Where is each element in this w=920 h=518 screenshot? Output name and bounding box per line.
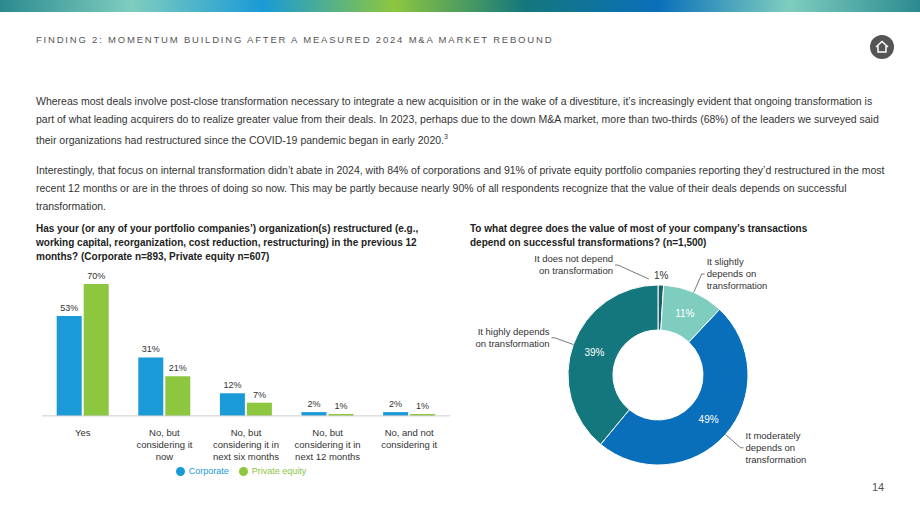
svg-text:1%: 1% [654,270,669,281]
svg-text:1%: 1% [334,401,347,411]
html-text:To what degree does the value: To what degree does the value of most of… [470,223,808,248]
html-text:14: 14 [872,481,885,493]
svg-text:It highly dependson transforma: It highly dependson transformation [476,326,550,349]
svg-text:Yes: Yes [75,427,91,438]
svg-text:It slightlydepends ontransform: It slightlydepends ontransformation [707,256,768,291]
svg-text:No, butconsidering itnow: No, butconsidering itnow [136,427,192,462]
svg-text:39%: 39% [584,347,604,358]
svg-text:12%: 12% [223,380,241,390]
svg-text:No, butconsidering it innext s: No, butconsidering it innext six months [213,427,279,462]
svg-text:1%: 1% [416,401,429,411]
svg-text:It moderatelydepends ontransfo: It moderatelydepends ontransformation [746,430,807,465]
svg-text:49%: 49% [699,414,719,425]
html-text:Corporate: Corporate [188,465,229,476]
svg-text:2%: 2% [307,399,320,409]
html-text:FINDING 2: MOMENTUM BUILDING A: FINDING 2: MOMENTUM BUILDING AFTER A MEA… [36,34,554,45]
html-text:Has your (or any of your portf: Has your (or any of your portfolio compa… [36,223,419,262]
svg-text:No, butconsidering it innext 1: No, butconsidering it innext 12 months [295,427,361,462]
svg-text:7%: 7% [253,390,266,400]
svg-text:2%: 2% [389,399,402,409]
svg-text:It does not dependon transform: It does not dependon transformation [534,253,613,276]
svg-text:53%: 53% [60,303,78,313]
svg-text:21%: 21% [169,363,187,373]
svg-text:11%: 11% [675,308,694,319]
html-text:Private equity: Private equity [251,465,307,476]
html-text:Interestingly, that focus on i: Interestingly, that focus on internal tr… [36,163,885,212]
svg-text:70%: 70% [87,271,105,281]
svg-text:No, and notconsidering it: No, and notconsidering it [381,427,437,450]
html-text:Whereas most deals involve pos: Whereas most deals involve post-close tr… [36,95,879,146]
svg-text:31%: 31% [142,344,160,354]
